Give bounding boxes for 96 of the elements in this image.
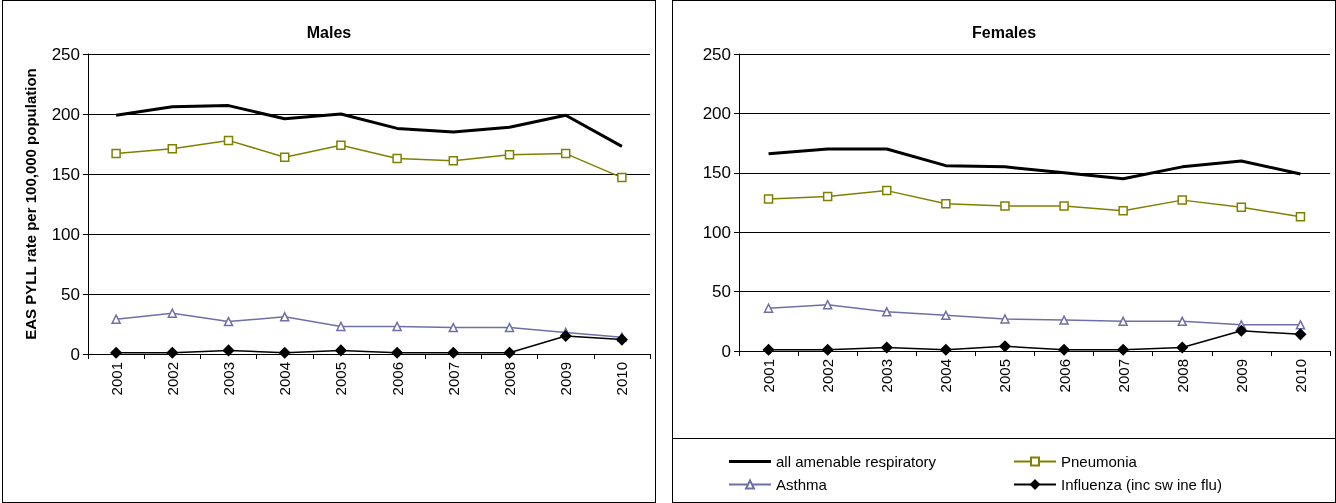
y-tick-label: 200 (702, 103, 731, 123)
point (822, 299, 833, 310)
point (167, 144, 178, 154)
point (279, 152, 290, 162)
x-tick-label: 2002 (819, 359, 837, 393)
point (1236, 202, 1247, 212)
x-tick-label: 2002 (163, 362, 181, 396)
x-tick-label: 2008 (501, 362, 518, 396)
point (1118, 316, 1128, 327)
x-tick-label: 2009 (1232, 359, 1250, 393)
x-tick-label: 2008 (1173, 359, 1191, 393)
point (1118, 206, 1128, 216)
point (941, 310, 951, 321)
point (1000, 201, 1010, 211)
y-tick-label: 150 (51, 164, 80, 184)
chart-title: Males (306, 23, 352, 41)
point (941, 198, 951, 209)
point (1117, 344, 1129, 356)
y-tick-label: 150 (702, 163, 731, 183)
point (504, 150, 515, 160)
y-tick-label: 250 (702, 44, 731, 64)
point (448, 156, 459, 166)
point (503, 347, 516, 359)
legend-label: all amenable respiratory (776, 453, 937, 470)
point (391, 347, 403, 359)
point (111, 148, 121, 159)
point (1295, 212, 1306, 222)
chart-title: Females (971, 23, 1037, 41)
point (111, 314, 121, 324)
y-tick-label: 0 (721, 341, 731, 361)
point (392, 321, 402, 332)
point (504, 322, 515, 333)
point (617, 172, 627, 183)
x-tick-label: 2004 (937, 359, 955, 393)
point (559, 330, 572, 342)
point (616, 333, 628, 346)
x-tick-label: 2006 (388, 362, 406, 396)
point (335, 344, 347, 357)
point (223, 316, 234, 327)
y-axis-title: EAS PYLL rate per 100,000 population (22, 68, 39, 340)
y-tick-label: 0 (70, 344, 80, 364)
point (1295, 320, 1306, 330)
point (222, 344, 235, 357)
y-tick-label: 100 (51, 224, 80, 244)
legend-label: Pneumonia (1061, 453, 1138, 470)
point (881, 341, 893, 354)
x-tick-label: 2003 (878, 359, 896, 393)
point (110, 347, 122, 359)
point (336, 140, 346, 150)
y-tick-label: 50 (61, 284, 80, 304)
x-tick-label: 2005 (332, 362, 350, 396)
point (1177, 195, 1187, 205)
y-tick-label: 50 (712, 282, 731, 302)
point (1058, 344, 1070, 356)
point (1059, 315, 1069, 325)
point (447, 347, 460, 359)
point (940, 344, 952, 356)
legend-label: Influenza (inc sw ine flu) (1061, 476, 1222, 493)
point (821, 344, 834, 356)
x-tick-label: 2007 (444, 362, 462, 396)
point (1059, 201, 1069, 211)
point (278, 347, 291, 359)
x-tick-label: 2005 (996, 359, 1014, 393)
point (1176, 341, 1188, 354)
point (166, 347, 179, 359)
point (1000, 314, 1010, 324)
point (1235, 325, 1248, 337)
x-tick-label: 2001 (760, 359, 778, 393)
point (822, 191, 833, 202)
point (763, 303, 774, 313)
point (448, 322, 459, 333)
point (999, 340, 1011, 352)
x-tick-label: 2010 (613, 362, 631, 396)
x-tick-label: 2009 (557, 362, 575, 396)
point (1177, 316, 1187, 327)
x-tick-label: 2006 (1055, 359, 1073, 393)
y-tick-label: 250 (51, 44, 80, 64)
point (167, 308, 178, 318)
point (882, 185, 892, 196)
x-tick-label: 2004 (276, 362, 294, 396)
point (279, 312, 290, 322)
legend-label: Asthma (776, 476, 828, 493)
point (336, 321, 346, 332)
point (223, 135, 234, 146)
y-tick-label: 100 (702, 222, 731, 242)
point (1294, 328, 1307, 341)
point (762, 344, 775, 356)
point (763, 194, 774, 204)
x-tick-label: 2007 (1114, 359, 1132, 393)
y-tick-label: 200 (51, 104, 80, 124)
point (882, 307, 892, 317)
x-tick-label: 2010 (1291, 359, 1309, 393)
point (560, 148, 571, 159)
x-tick-label: 2003 (220, 362, 237, 396)
point (392, 153, 402, 164)
x-tick-label: 2001 (107, 362, 125, 396)
